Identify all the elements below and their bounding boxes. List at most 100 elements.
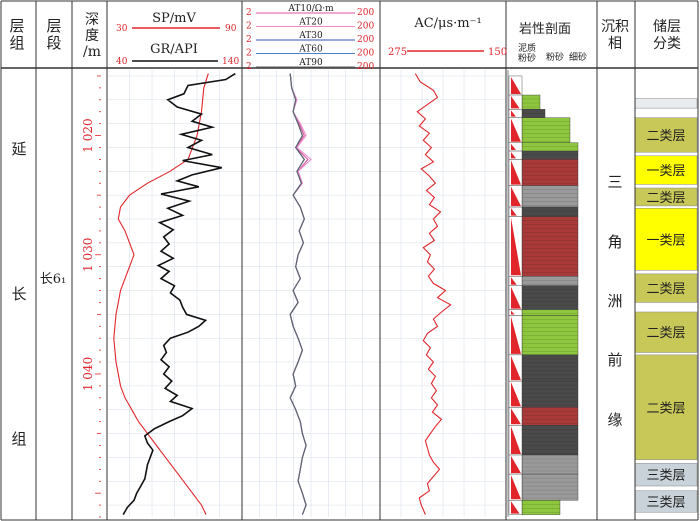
res-scale-min: 2 bbox=[246, 49, 252, 59]
reservoir-layer-label: 一类层 bbox=[646, 233, 685, 248]
res-curve-label: AT10/Ω·m bbox=[287, 4, 334, 14]
res-scale-max: 200 bbox=[357, 62, 374, 72]
reservoir-layer-label: 二类层 bbox=[646, 191, 685, 206]
reservoir-layer bbox=[634, 98, 698, 109]
curve-at30 bbox=[289, 73, 307, 515]
lithology-bed bbox=[521, 473, 579, 501]
grain-size-triangle bbox=[511, 152, 517, 159]
grain-size-triangle bbox=[511, 96, 520, 109]
reservoir-layer-label: 二类层 bbox=[646, 129, 685, 144]
header-depth: 深度/m bbox=[83, 12, 101, 60]
grain-size-triangle bbox=[511, 143, 517, 151]
res-scale-min: 2 bbox=[246, 62, 252, 72]
reservoir-layer-label: 一类层 bbox=[646, 164, 685, 179]
reservoir-layer-label: 二类层 bbox=[646, 401, 685, 416]
lithology-bed bbox=[521, 354, 579, 382]
reservoir-header: 储层分类 bbox=[653, 19, 681, 52]
lithology-bed bbox=[521, 185, 579, 208]
depth-tick-label: 1 040 bbox=[81, 357, 95, 391]
lithology-bed bbox=[521, 216, 579, 277]
grain-size-cell bbox=[508, 309, 523, 316]
reservoir-layer bbox=[634, 273, 698, 303]
lithology-bed bbox=[521, 117, 571, 143]
res-scale-min: 2 bbox=[246, 22, 252, 32]
grain-size-triangle bbox=[511, 277, 517, 285]
depth-tick-label: 1 030 bbox=[81, 238, 95, 272]
grain-size-triangle bbox=[511, 408, 521, 425]
res-scale-min: 2 bbox=[246, 8, 252, 18]
member-label: 长6₁ bbox=[40, 272, 66, 287]
gr-scale-max: 140 bbox=[222, 57, 239, 67]
reservoir-layer-label: 二类层 bbox=[646, 282, 685, 297]
res-curve-label: AT90 bbox=[298, 58, 323, 68]
curve-sp-mv bbox=[113, 73, 209, 515]
lithology-bed bbox=[521, 454, 579, 475]
res-scale-max: 200 bbox=[357, 35, 374, 45]
facies-char: 角 bbox=[607, 233, 622, 251]
grain-size-triangle bbox=[511, 217, 521, 276]
sp-scale-min: 30 bbox=[116, 24, 128, 34]
reservoir-layer-label: 二类层 bbox=[646, 326, 685, 341]
curve-ac-s-m- bbox=[414, 73, 452, 515]
lithology-bed bbox=[521, 425, 579, 456]
ac-track-title: AC/μs·m⁻¹ bbox=[413, 16, 481, 31]
header-formation: 层组 bbox=[9, 17, 24, 52]
grain-size-triangle bbox=[511, 310, 515, 315]
lithology-column bbox=[507, 70, 579, 517]
lith-sub-fine-sand: 细砂 bbox=[569, 51, 587, 63]
facies-char: 三 bbox=[607, 173, 622, 191]
ac-scale-min: 275 bbox=[388, 47, 407, 58]
reservoir-layer-label: 三类层 bbox=[646, 469, 685, 484]
res-scale-max: 200 bbox=[357, 22, 374, 32]
lithology-bed bbox=[521, 309, 579, 316]
res-scale-max: 200 bbox=[357, 49, 374, 59]
res-scale-max: 200 bbox=[357, 8, 374, 18]
curve-gr-api bbox=[122, 72, 236, 516]
gr-track-title: GR/API bbox=[150, 42, 198, 57]
facies-char: 前 bbox=[607, 351, 622, 369]
reservoir-layer bbox=[634, 208, 698, 271]
ac-scale-max: 150 bbox=[488, 47, 507, 58]
grain-size-triangle bbox=[511, 286, 521, 309]
gr-scale-min: 40 bbox=[116, 57, 128, 67]
res-scale-min: 2 bbox=[246, 35, 252, 45]
depth-tick-label: 1 020 bbox=[81, 118, 95, 152]
res-curve-label: AT60 bbox=[298, 45, 323, 55]
formation-char: 组 bbox=[11, 430, 26, 448]
lithology-bed bbox=[521, 380, 579, 408]
reservoir-layer bbox=[634, 311, 698, 353]
lithology-bed bbox=[521, 159, 579, 186]
curve-at90 bbox=[289, 73, 307, 515]
res-curve-label: AT20 bbox=[298, 18, 323, 28]
facies-label: 三 角 洲 前 缘 bbox=[607, 173, 622, 429]
curve-at60 bbox=[289, 73, 307, 515]
grain-size-triangle bbox=[511, 355, 521, 381]
grain-size-triangle bbox=[511, 208, 517, 216]
grain-size-triangle bbox=[511, 76, 521, 95]
formation-char: 长 bbox=[11, 285, 26, 303]
reservoir-layer bbox=[634, 155, 698, 185]
lith-sub-silt: 粉砂 bbox=[546, 51, 564, 63]
sp-scale-max: 90 bbox=[225, 24, 237, 34]
lithology-bed bbox=[521, 315, 579, 356]
grain-size-triangle bbox=[511, 110, 517, 117]
lithology-bed bbox=[521, 407, 579, 426]
sp-track-title: SP/mV bbox=[152, 11, 196, 26]
facies-char: 洲 bbox=[607, 292, 622, 310]
res-curve-label: AT30 bbox=[298, 31, 323, 41]
depth-axis: 1 020 1 030 1 040 bbox=[81, 75, 101, 518]
grain-size-triangle bbox=[511, 475, 521, 500]
grain-size-triangle bbox=[511, 501, 520, 514]
header-member: 层段 bbox=[46, 17, 61, 52]
grain-size-triangle bbox=[511, 118, 521, 142]
lithology-header: 岩性剖面 bbox=[519, 22, 571, 37]
lith-sub-muddy-silt: 泥质粉砂 bbox=[518, 42, 536, 64]
grain-size-triangle bbox=[511, 382, 521, 407]
grain-size-triangle bbox=[511, 426, 521, 455]
grain-size-triangle bbox=[511, 160, 521, 185]
reservoir-layer-label: 三类层 bbox=[646, 496, 685, 511]
grain-size-triangle bbox=[511, 186, 521, 207]
